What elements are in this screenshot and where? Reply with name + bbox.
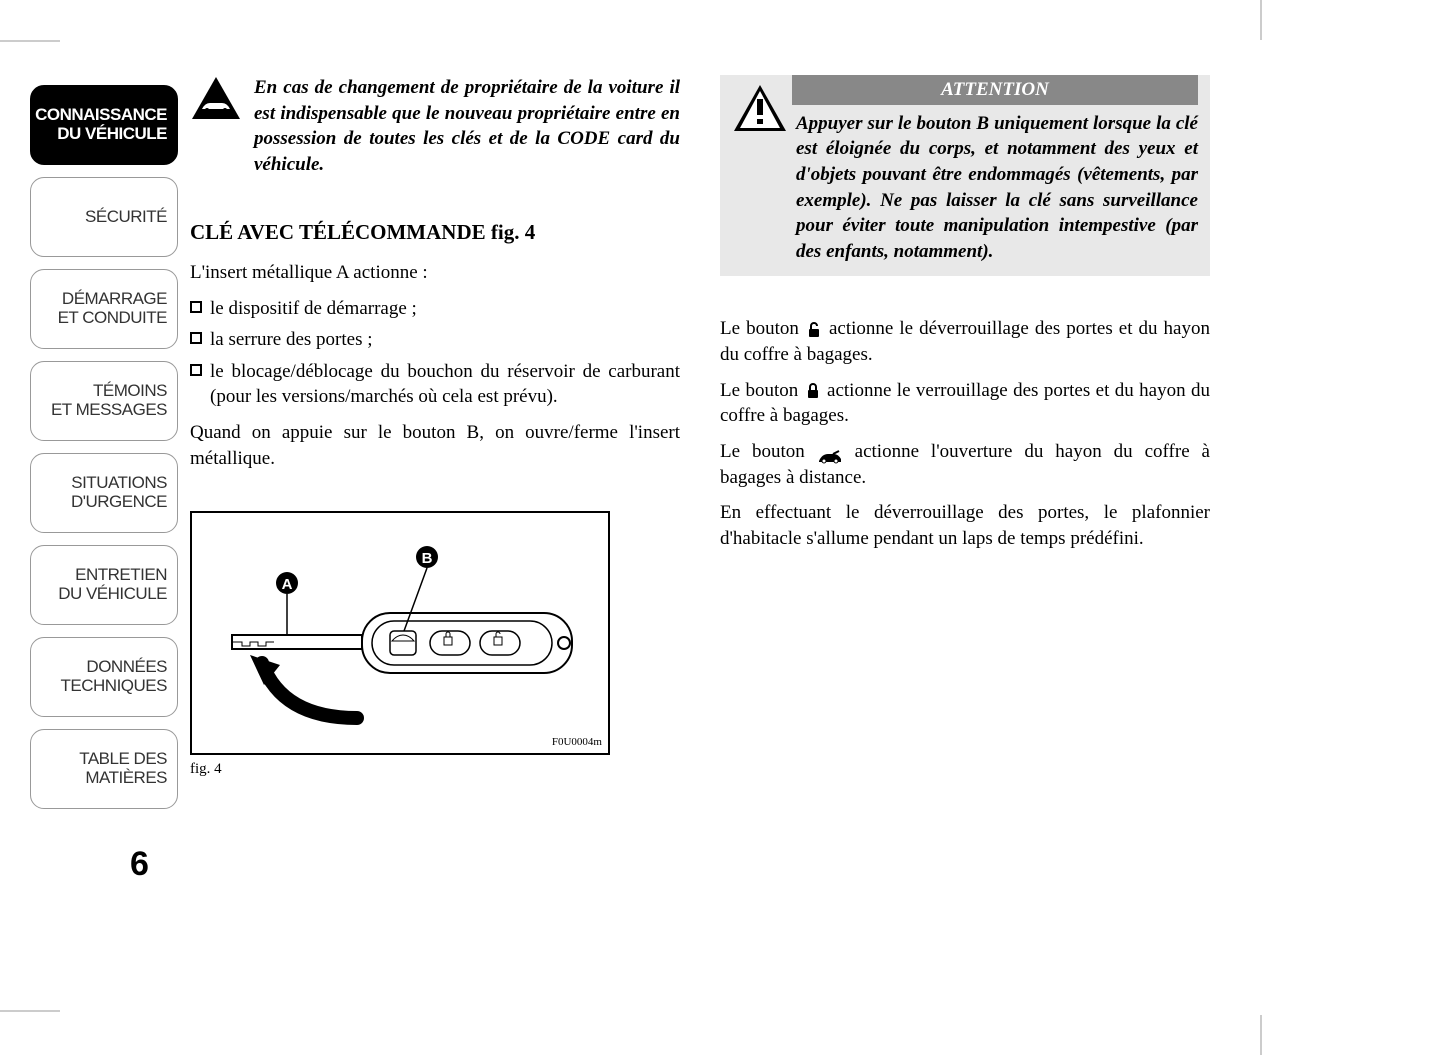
tab-label: ENTRETIENDU VÉHICULE	[58, 566, 167, 603]
bullet-text: le dispositif de démarrage ;	[210, 296, 417, 322]
attention-box: ATTENTION Appuyer sur le bouton B unique…	[720, 75, 1210, 276]
tab-temoins[interactable]: TÉMOINSET MESSAGES	[30, 361, 178, 441]
bullet-item: la serrure des portes ;	[190, 327, 680, 353]
tab-entretien[interactable]: ENTRETIENDU VÉHICULE	[30, 545, 178, 625]
after-bullets-text: Quand on appuie sur le bouton B, on ouvr…	[190, 420, 680, 471]
tab-label: DONNÉESTECHNIQUES	[61, 658, 167, 695]
trunk-paragraph: Le bouton actionne l'ouverture du hayon …	[720, 439, 1210, 490]
tab-table-matieres[interactable]: TABLE DES MATIÈRES	[30, 729, 178, 809]
section-heading: CLÉ AVEC TÉLÉCOMMANDE fig. 4	[190, 218, 680, 246]
attention-text: Appuyer sur le bouton B uniquement lorsq…	[796, 111, 1198, 265]
svg-text:B: B	[422, 550, 433, 567]
lock-icon	[804, 382, 822, 400]
bullet-marker-icon	[190, 301, 202, 313]
svg-text:A: A	[282, 576, 293, 593]
bullet-marker-icon	[190, 364, 202, 376]
key-diagram-icon: A B	[192, 513, 612, 757]
warning-triangle-icon	[732, 83, 788, 133]
content-columns: En cas de changement de propriétaire de …	[190, 75, 1210, 780]
bullet-text: la serrure des portes ;	[210, 327, 373, 353]
courtesy-light-paragraph: En effectuant le déverrouillage des port…	[720, 500, 1210, 551]
tab-label: SÉCURITÉ	[85, 208, 167, 227]
tab-demarrage[interactable]: DÉMARRAGEET CONDUITE	[30, 269, 178, 349]
bullet-list: le dispositif de démarrage ; la serrure …	[190, 296, 680, 411]
figure-frame: A B F0U0004m	[190, 511, 610, 755]
tab-label: CONNAISSANCEDU VÉHICULE	[35, 106, 167, 143]
tab-label: TÉMOINSET MESSAGES	[51, 382, 167, 419]
manual-page: CONNAISSANCEDU VÉHICULE SÉCURITÉ DÉMARRA…	[30, 75, 1230, 975]
tab-label: TABLE DES MATIÈRES	[31, 750, 167, 787]
lock-paragraph: Le bouton actionne le verrouillage des p…	[720, 378, 1210, 429]
unlock-paragraph: Le bouton actionne le déverrouillage des…	[720, 316, 1210, 367]
trunk-open-icon	[817, 446, 843, 460]
note-text: En cas de changement de propriétaire de …	[254, 75, 680, 178]
left-column: En cas de changement de propriétaire de …	[190, 75, 680, 780]
figure-code: F0U0004m	[552, 735, 602, 750]
ownership-note: En cas de changement de propriétaire de …	[190, 75, 680, 178]
figure-caption: fig. 4	[190, 759, 222, 779]
right-column: ATTENTION Appuyer sur le bouton B unique…	[720, 75, 1210, 780]
figure-4: A B F0U0004m fig. 4	[190, 511, 610, 779]
car-warning-icon	[190, 75, 242, 121]
bullet-text: le blocage/déblocage du bouchon du réser…	[210, 359, 680, 410]
tab-label: SITUATIONSD'URGENCE	[71, 474, 167, 511]
intro-text: L'insert métallique A actionne :	[190, 260, 680, 286]
tab-donnees[interactable]: DONNÉESTECHNIQUES	[30, 637, 178, 717]
tab-securite[interactable]: SÉCURITÉ	[30, 177, 178, 257]
tab-situations[interactable]: SITUATIONSD'URGENCE	[30, 453, 178, 533]
attention-header: ATTENTION	[792, 75, 1198, 105]
bullet-item: le dispositif de démarrage ;	[190, 296, 680, 322]
bullet-item: le blocage/déblocage du bouchon du réser…	[190, 359, 680, 410]
tab-label: DÉMARRAGEET CONDUITE	[58, 290, 167, 327]
bullet-marker-icon	[190, 332, 202, 344]
page-number: 6	[130, 845, 149, 884]
section-tabs: CONNAISSANCEDU VÉHICULE SÉCURITÉ DÉMARRA…	[30, 85, 178, 821]
unlock-icon	[805, 321, 823, 339]
tab-connaissance[interactable]: CONNAISSANCEDU VÉHICULE	[30, 85, 178, 165]
